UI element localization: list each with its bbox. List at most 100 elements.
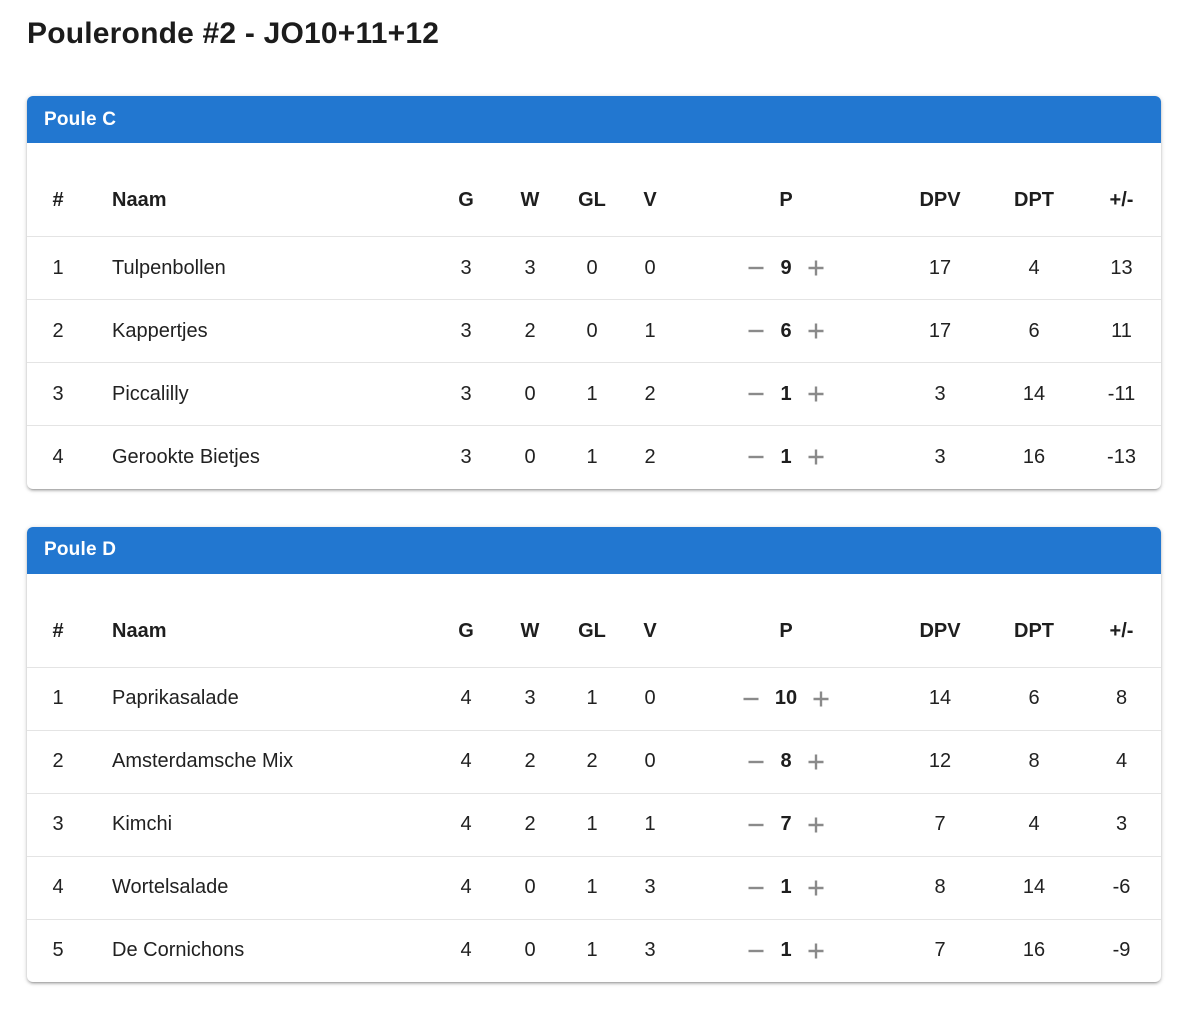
cell-lost: 1 <box>622 299 678 363</box>
points-stepper: 8 <box>679 750 893 773</box>
points-value: 9 <box>780 256 792 279</box>
points-stepper: 1 <box>679 446 893 469</box>
increase-points-button[interactable] <box>805 383 827 405</box>
column-header-won: W <box>520 619 540 642</box>
column-header-row: # Naam G W GL V P DPV DPT +/- <box>27 574 1161 668</box>
cell-drawn: 1 <box>562 918 622 982</box>
minus-icon <box>748 949 764 952</box>
increase-points-button[interactable] <box>805 320 827 342</box>
cell-points: 1 <box>678 918 894 982</box>
increase-points-button[interactable] <box>805 751 827 773</box>
points-stepper: 9 <box>679 257 893 280</box>
minus-icon <box>748 392 764 396</box>
cell-played: 3 <box>434 236 498 300</box>
cell-rank: 3 <box>27 792 89 856</box>
points-value: 1 <box>780 939 792 962</box>
cell-won: 2 <box>498 792 562 856</box>
minus-icon <box>748 823 764 826</box>
cell-won: 3 <box>498 666 562 730</box>
cell-goals-against: 8 <box>986 729 1082 793</box>
increase-points-button[interactable] <box>810 688 832 710</box>
cell-won: 2 <box>498 299 562 363</box>
poule-title: Poule D <box>44 539 117 560</box>
cell-played: 3 <box>434 425 498 489</box>
increase-points-button[interactable] <box>805 940 827 962</box>
cell-played: 4 <box>434 855 498 919</box>
cell-lost: 1 <box>622 792 678 856</box>
cell-goals-for: 7 <box>894 792 986 856</box>
cell-rank: 1 <box>27 666 89 730</box>
column-header-goals-for: DPV <box>919 619 961 642</box>
decrease-points-button[interactable] <box>745 446 767 468</box>
cell-team-name: Wortelsalade <box>89 855 434 919</box>
cell-won: 0 <box>498 425 562 489</box>
cell-played: 4 <box>434 918 498 982</box>
decrease-points-button[interactable] <box>745 383 767 405</box>
cell-played: 4 <box>434 792 498 856</box>
points-value: 1 <box>780 445 792 468</box>
increase-points-button[interactable] <box>805 814 827 836</box>
minus-icon <box>748 456 764 459</box>
cell-goals-for: 17 <box>894 299 986 363</box>
plus-icon <box>808 943 824 959</box>
column-header-rank: # <box>52 619 64 642</box>
column-header-lost: V <box>643 619 657 642</box>
cell-rank: 4 <box>27 425 89 489</box>
cell-played: 3 <box>434 299 498 363</box>
plus-icon <box>808 449 824 465</box>
decrease-points-button[interactable] <box>745 751 767 773</box>
increase-points-button[interactable] <box>805 877 827 899</box>
decrease-points-button[interactable] <box>740 688 762 710</box>
cell-team-name: Piccalilly <box>89 362 434 426</box>
table-row: 3 Piccalilly 3 0 1 2 1 <box>27 362 1161 426</box>
decrease-points-button[interactable] <box>745 940 767 962</box>
cell-points: 8 <box>678 729 894 793</box>
cell-team-name: Amsterdamsche Mix <box>89 729 434 793</box>
poule-c-card: Poule C # Naam G W GL V P DPV DPT <box>27 96 1161 489</box>
increase-points-button[interactable] <box>805 257 827 279</box>
table-row: 1 Tulpenbollen 3 3 0 0 9 <box>27 236 1161 300</box>
cell-points: 6 <box>678 299 894 363</box>
cell-rank: 5 <box>27 918 89 982</box>
cell-points: 10 <box>678 666 894 730</box>
table-row: 1 Paprikasalade 4 3 1 0 10 <box>27 666 1161 730</box>
cell-points: 7 <box>678 792 894 856</box>
cell-goals-for: 3 <box>894 425 986 489</box>
cell-goals-against: 4 <box>986 792 1082 856</box>
decrease-points-button[interactable] <box>745 877 767 899</box>
plus-icon <box>808 260 824 276</box>
cell-points: 1 <box>678 362 894 426</box>
cell-drawn: 1 <box>562 666 622 730</box>
cell-goals-against: 6 <box>986 666 1082 730</box>
column-header-drawn: GL <box>578 619 606 642</box>
column-header-name: Naam <box>112 189 167 211</box>
cell-won: 3 <box>498 236 562 300</box>
page-title: Pouleronde #2 - JO10+11+12 <box>27 17 440 50</box>
cell-drawn: 2 <box>562 729 622 793</box>
decrease-points-button[interactable] <box>745 814 767 836</box>
increase-points-button[interactable] <box>805 446 827 468</box>
points-stepper: 10 <box>679 687 893 710</box>
points-value: 1 <box>780 876 792 898</box>
cell-goals-against: 14 <box>986 362 1082 426</box>
decrease-points-button[interactable] <box>745 257 767 279</box>
poule-d-standings-table: # Naam G W GL V P DPV DPT +/- 1 Paprikas… <box>27 574 1161 982</box>
cell-goals-against: 16 <box>986 425 1082 489</box>
plus-icon <box>808 754 824 769</box>
column-header-played: G <box>458 189 474 211</box>
cell-won: 0 <box>498 918 562 982</box>
minus-icon <box>748 886 764 889</box>
poule-c-standings-table: # Naam G W GL V P DPV DPT +/- 1 Tulpenbo… <box>27 143 1161 489</box>
cell-lost: 0 <box>622 729 678 793</box>
decrease-points-button[interactable] <box>745 320 767 342</box>
poule-c-card-header: Poule C <box>27 96 1161 143</box>
cell-team-name: Paprikasalade <box>89 666 434 730</box>
plus-icon <box>808 323 824 339</box>
points-stepper: 1 <box>679 876 893 899</box>
cell-played: 4 <box>434 729 498 793</box>
cell-drawn: 1 <box>562 425 622 489</box>
cell-lost: 0 <box>622 666 678 730</box>
cell-team-name: Kimchi <box>89 792 434 856</box>
cell-goal-difference: 8 <box>1082 666 1161 730</box>
cell-team-name: Gerookte Bietjes <box>89 425 434 489</box>
